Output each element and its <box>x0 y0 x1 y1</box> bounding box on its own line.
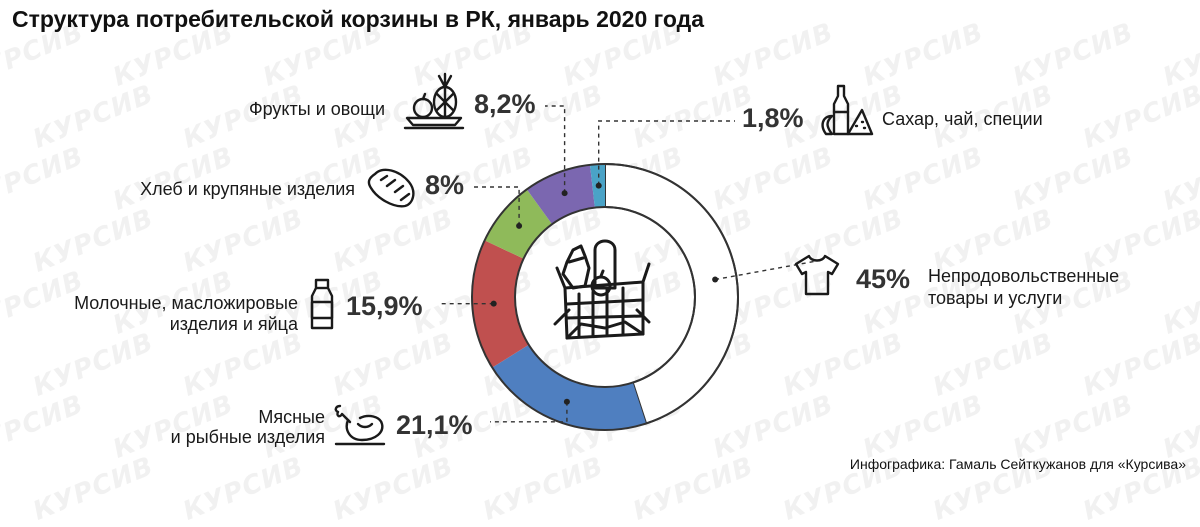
label-meat-line1: Мясные <box>258 407 325 427</box>
chart-title: Структура потребительской корзины в РК, … <box>12 6 705 32</box>
label-bread: Хлеб и крупяные изделия <box>140 179 355 199</box>
percent-sugar: 1,8% <box>742 103 804 133</box>
donut-outline <box>471 163 739 431</box>
t-shirt-icon <box>794 254 840 296</box>
leader-dot <box>595 182 602 189</box>
percent-bread: 8% <box>425 170 465 200</box>
label-fruits: Фрукты и овощи <box>248 99 385 119</box>
donut-chart <box>440 105 820 431</box>
credit-line: Инфографика: Гамаль Сейткужанов для «Кур… <box>849 456 1186 472</box>
leader-line <box>490 401 568 423</box>
label-meat-line2: и рыбные изделия <box>170 427 325 447</box>
leader-dot <box>516 222 523 229</box>
leader-dot <box>563 398 570 405</box>
percent-dairy: 15,9% <box>346 291 423 321</box>
leader-dot <box>712 276 719 283</box>
fruit-bowl-icon <box>403 72 465 130</box>
label-dairy-line1: Молочные, масложировые <box>74 293 298 313</box>
label-sugar: Сахар, чай, специи <box>882 109 1043 129</box>
milk-bottle-icon <box>310 278 334 330</box>
leader-line <box>715 259 820 281</box>
grocery-basket-icon <box>553 239 651 340</box>
label-nonfood-line2: товары и услуги <box>928 288 1063 308</box>
percent-nonfood: 45% <box>856 264 911 294</box>
donut-slice <box>472 240 529 368</box>
leader-dot <box>561 190 568 197</box>
infographic: КУРСИВ КУРСИВ КУРСИВ КУРСИВ КУРСИВ КУРСИВ КУРС… <box>0 6 1200 527</box>
donut-slice <box>492 344 647 430</box>
leader-dot <box>490 300 497 307</box>
percent-fruits: 8,2% <box>474 89 536 119</box>
roast-chicken-icon <box>334 404 386 446</box>
leader-line <box>597 120 735 186</box>
label-nonfood-line1: Непродовольственные <box>928 266 1120 286</box>
donut-outline <box>514 206 696 388</box>
bread-loaf-icon <box>367 168 415 208</box>
spice-bottles-icon <box>821 84 874 136</box>
label-dairy-line2: изделия и яйца <box>169 314 298 334</box>
percent-meat: 21,1% <box>396 410 473 440</box>
